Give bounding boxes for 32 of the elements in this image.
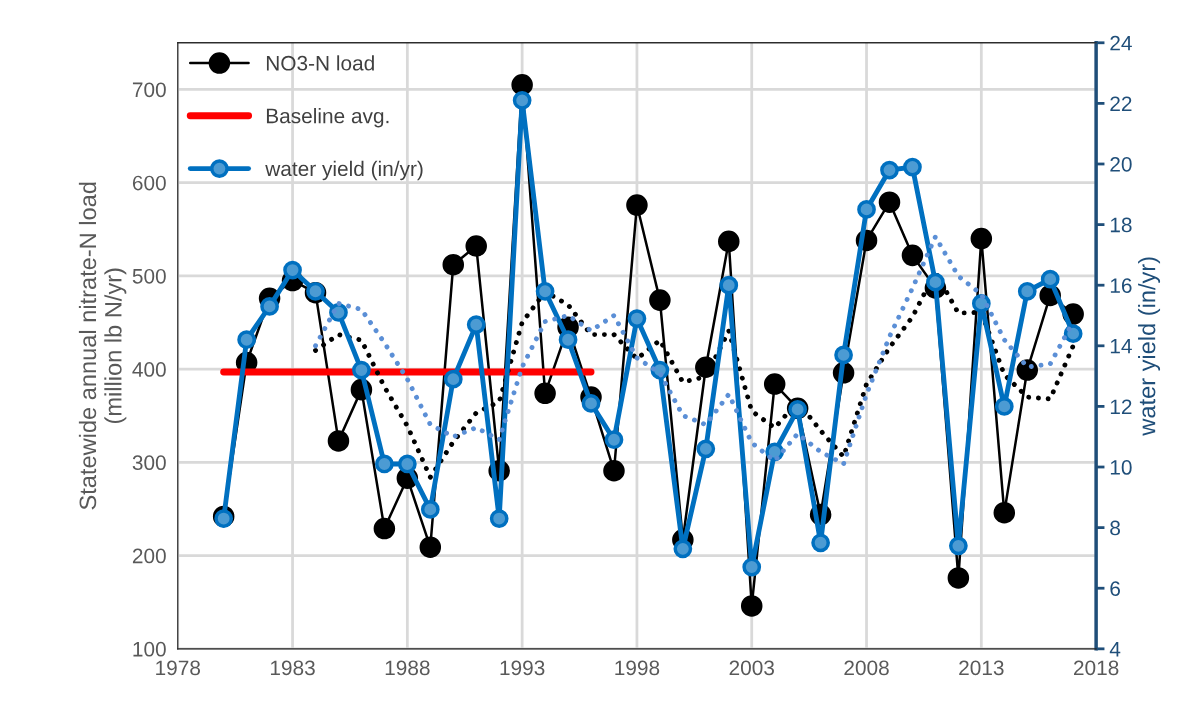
y2-tick-label: 4 bbox=[1109, 642, 1121, 657]
y2-tick-label: 8 bbox=[1110, 520, 1120, 536]
y-tick-label: 600 bbox=[132, 175, 166, 191]
legend-label: NO3-N load bbox=[266, 55, 374, 71]
legend-label: Baseline avg. bbox=[266, 108, 389, 128]
x-tick-label: 1998 bbox=[615, 660, 660, 676]
y-tick-label: 300 bbox=[132, 455, 166, 471]
y-tick-label: 100 bbox=[133, 641, 166, 657]
y-tick-label: 500 bbox=[132, 268, 166, 284]
y2-tick-label: 24 bbox=[1110, 35, 1132, 51]
x-tick-label: 1978 bbox=[156, 660, 201, 676]
y2-tick-label: 16 bbox=[1110, 278, 1132, 293]
y-tick-label: 700 bbox=[132, 82, 166, 98]
x-tick-label: 2008 bbox=[844, 660, 889, 676]
x-tick-label: 2003 bbox=[729, 660, 774, 676]
y-tick-label: 400 bbox=[132, 362, 166, 377]
y2-tick-label: 10 bbox=[1110, 460, 1132, 475]
legend-label: water yield (in/yr) bbox=[265, 160, 423, 181]
y2-tick-label: 18 bbox=[1110, 217, 1132, 233]
y2-tick-label: 14 bbox=[1110, 339, 1132, 354]
x-tick-label: 2018 bbox=[1074, 660, 1119, 676]
y2-tick-label: 6 bbox=[1110, 581, 1120, 596]
y2-axis-title: water yield (in/yr) bbox=[1138, 257, 1161, 436]
x-tick-label: 2013 bbox=[959, 660, 1004, 676]
y2-tick-label: 12 bbox=[1110, 399, 1132, 414]
y-axis-title: Statewide annual nitrate-N load (million lb N/yr) bbox=[78, 182, 127, 510]
y-tick-label: 200 bbox=[132, 548, 166, 564]
x-tick-label: 1993 bbox=[500, 660, 545, 676]
y2-tick-label: 20 bbox=[1110, 156, 1132, 172]
x-tick-label: 1983 bbox=[270, 660, 315, 676]
x-tick-label: 1988 bbox=[385, 660, 430, 676]
y2-tick-label: 22 bbox=[1110, 96, 1132, 111]
